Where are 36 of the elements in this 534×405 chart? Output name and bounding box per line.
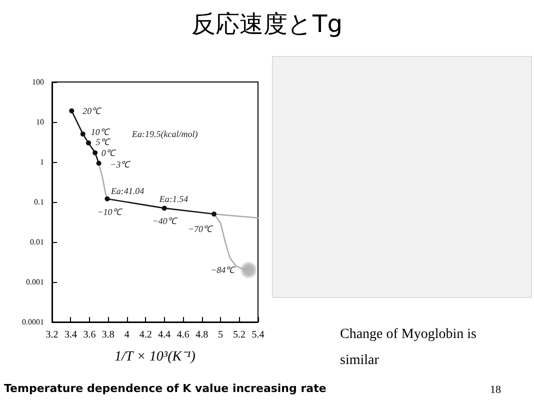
text: 18: [490, 384, 501, 396]
annotation: Ea:41.04: [110, 186, 145, 196]
annotation: −70℃: [188, 224, 214, 234]
annotation: 20℃: [82, 106, 103, 116]
x-tick-label: 4.6: [176, 330, 190, 340]
y-tick-label: 0.0001: [22, 318, 44, 326]
x-tick-label: 3.4: [64, 330, 77, 340]
x-tick-label: 5.4: [252, 330, 264, 340]
annotation: −3℃: [110, 159, 132, 170]
x-tick-label: 4.8: [196, 330, 208, 340]
y-tick-label: 100: [32, 78, 44, 86]
x-tick-label: 3.8: [102, 330, 114, 340]
annotation: 5℃: [96, 136, 112, 147]
y-tick-label: 0.1: [34, 198, 44, 206]
annotation: −10℃: [97, 206, 124, 217]
chart-title: 反応速度とTg: [190, 9, 344, 40]
annotation: −40℃: [152, 216, 178, 226]
y-tick-label: 0.01: [30, 238, 44, 246]
annotation: −84℃: [210, 264, 237, 275]
y-tick-label: 10: [36, 118, 44, 126]
x-tick-label: 5: [218, 330, 224, 340]
y-tick-label: 0.001: [26, 278, 44, 286]
x-tick-label: 4.4: [158, 330, 171, 340]
x-tick-label: 4.2: [139, 330, 152, 340]
x-tick-label: 5.2: [233, 330, 246, 340]
x-tick-label: 4: [124, 330, 130, 340]
annotation: Ea:1.54: [158, 194, 189, 204]
x-tick-label: 3.2: [46, 330, 58, 340]
y-tick-label: 1: [40, 158, 44, 166]
text: Change of Myoglobin is similar: [340, 326, 478, 370]
text: Temperature dependence of K value increasing rate: [4, 382, 326, 395]
x-axis-title: 1/T × 10³(K⁻¹): [114, 350, 196, 364]
x-tick-label: 3.6: [83, 330, 96, 340]
annotation: 0℃: [101, 148, 117, 158]
annotation: 10℃: [90, 127, 111, 138]
annotation: Ea:19.5(kcal/mol): [132, 129, 198, 139]
